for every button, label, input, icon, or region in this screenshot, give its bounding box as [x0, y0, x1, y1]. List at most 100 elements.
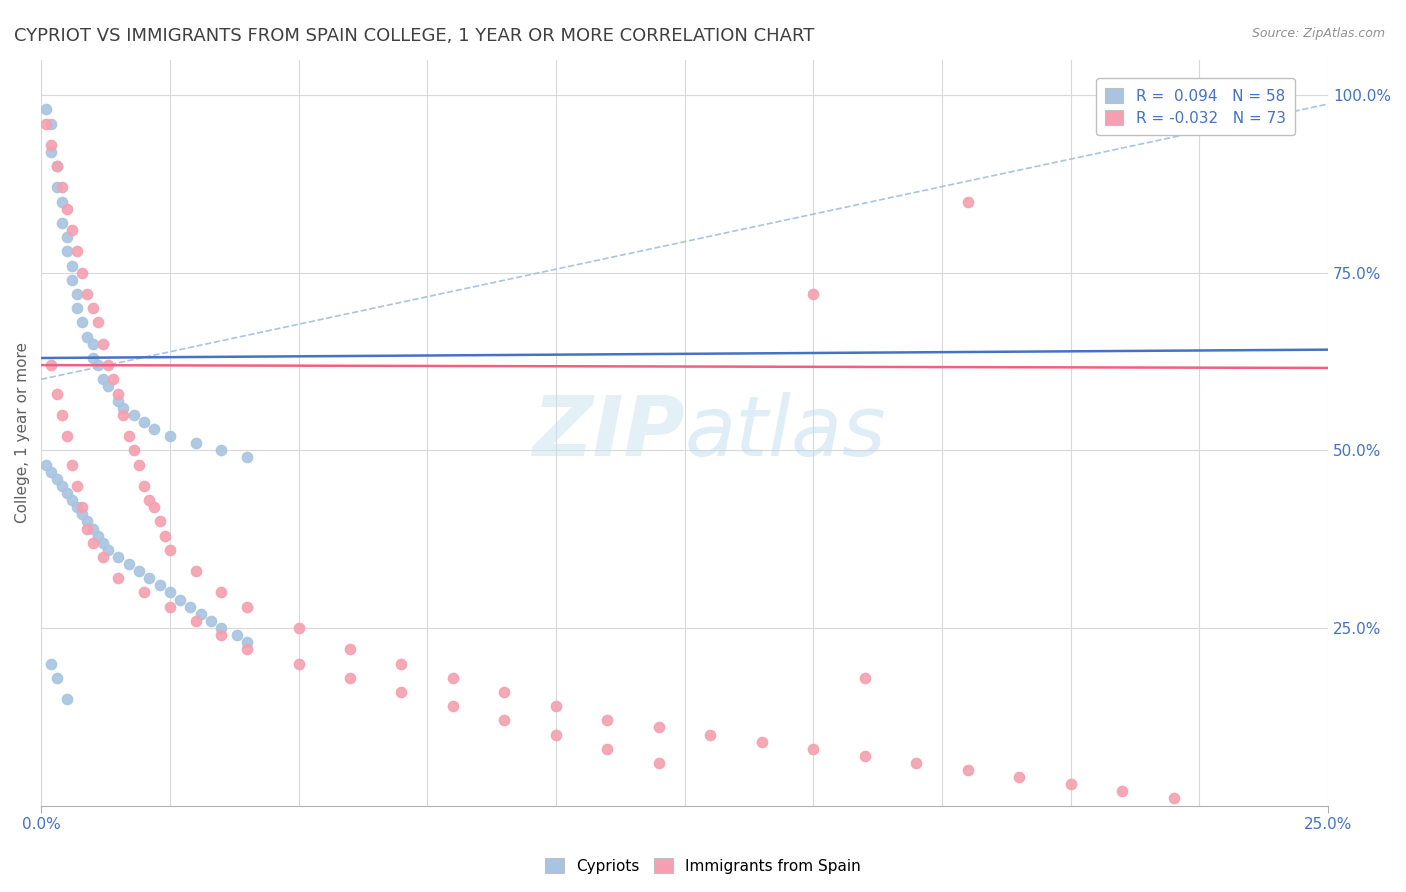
Point [35, 103, 58, 117]
Point [51, 479, 73, 493]
Point [45, 472, 67, 486]
Point [56, 692, 79, 706]
Point [76, 287, 98, 301]
Point [112, 408, 135, 422]
Point [56, 244, 79, 259]
Point [72, 508, 94, 522]
Point [82, 535, 104, 549]
Point [66, 500, 89, 515]
Point [132, 415, 155, 429]
Point [45, 159, 67, 173]
Point [66, 301, 89, 316]
Point [209, 585, 232, 599]
Point [209, 628, 232, 642]
Point [41, 657, 63, 671]
Point [138, 493, 160, 508]
Point [41, 145, 63, 159]
Point [956, 763, 979, 777]
Point [494, 685, 516, 699]
Point [107, 393, 129, 408]
Point [107, 549, 129, 564]
Point [45, 180, 67, 194]
Point [225, 628, 247, 642]
Point [287, 657, 309, 671]
Point [76, 522, 98, 536]
Point [801, 287, 824, 301]
Point [391, 657, 413, 671]
Text: CYPRIOT VS IMMIGRANTS FROM SPAIN COLLEGE, 1 YEAR OR MORE CORRELATION CHART: CYPRIOT VS IMMIGRANTS FROM SPAIN COLLEGE… [14, 27, 814, 45]
Point [76, 329, 98, 343]
Point [91, 336, 114, 351]
Point [82, 351, 104, 365]
Point [596, 741, 619, 756]
Point [159, 599, 181, 614]
Point [169, 592, 191, 607]
Point [45, 386, 67, 401]
Point [200, 614, 222, 628]
Point [148, 515, 170, 529]
Text: Source: ZipAtlas.com: Source: ZipAtlas.com [1251, 27, 1385, 40]
Point [91, 372, 114, 386]
Point [184, 564, 207, 578]
Point [1111, 784, 1133, 798]
Point [66, 244, 89, 259]
Point [143, 500, 166, 515]
Point [209, 621, 232, 635]
Point [45, 159, 67, 173]
Point [72, 500, 94, 515]
Point [56, 486, 79, 500]
Point [87, 358, 110, 372]
Point [82, 522, 104, 536]
Point [87, 528, 110, 542]
Point [41, 465, 63, 479]
Point [544, 727, 567, 741]
Point [153, 528, 176, 542]
Point [648, 721, 671, 735]
Point [60, 273, 83, 287]
Y-axis label: College, 1 year or more: College, 1 year or more [15, 343, 30, 523]
Point [97, 358, 120, 372]
Point [236, 642, 259, 657]
Point [236, 599, 259, 614]
Point [905, 756, 928, 770]
Point [236, 450, 259, 465]
Point [596, 714, 619, 728]
Point [184, 614, 207, 628]
Point [148, 578, 170, 592]
Point [1163, 791, 1185, 805]
Point [103, 372, 125, 386]
Point [143, 422, 166, 436]
Point [76, 515, 98, 529]
Point [159, 542, 181, 557]
Point [66, 479, 89, 493]
Point [441, 671, 464, 685]
Point [132, 479, 155, 493]
Point [494, 714, 516, 728]
Point [66, 287, 89, 301]
Point [87, 316, 110, 330]
Point [82, 336, 104, 351]
Point [751, 734, 773, 748]
Point [35, 458, 58, 472]
Text: atlas: atlas [685, 392, 886, 473]
Point [41, 137, 63, 152]
Point [107, 386, 129, 401]
Point [82, 301, 104, 316]
Point [1008, 770, 1031, 784]
Point [112, 401, 135, 415]
Point [441, 699, 464, 714]
Point [91, 549, 114, 564]
Text: ZIP: ZIP [531, 392, 685, 473]
Point [853, 748, 876, 763]
Point [853, 671, 876, 685]
Point [122, 408, 145, 422]
Legend: Cypriots, Immigrants from Spain: Cypriots, Immigrants from Spain [538, 852, 868, 880]
Point [97, 542, 120, 557]
Point [45, 671, 67, 685]
Point [56, 429, 79, 443]
Point [122, 443, 145, 458]
Point [236, 635, 259, 649]
Point [117, 429, 139, 443]
Point [1060, 777, 1083, 791]
Point [190, 607, 212, 621]
